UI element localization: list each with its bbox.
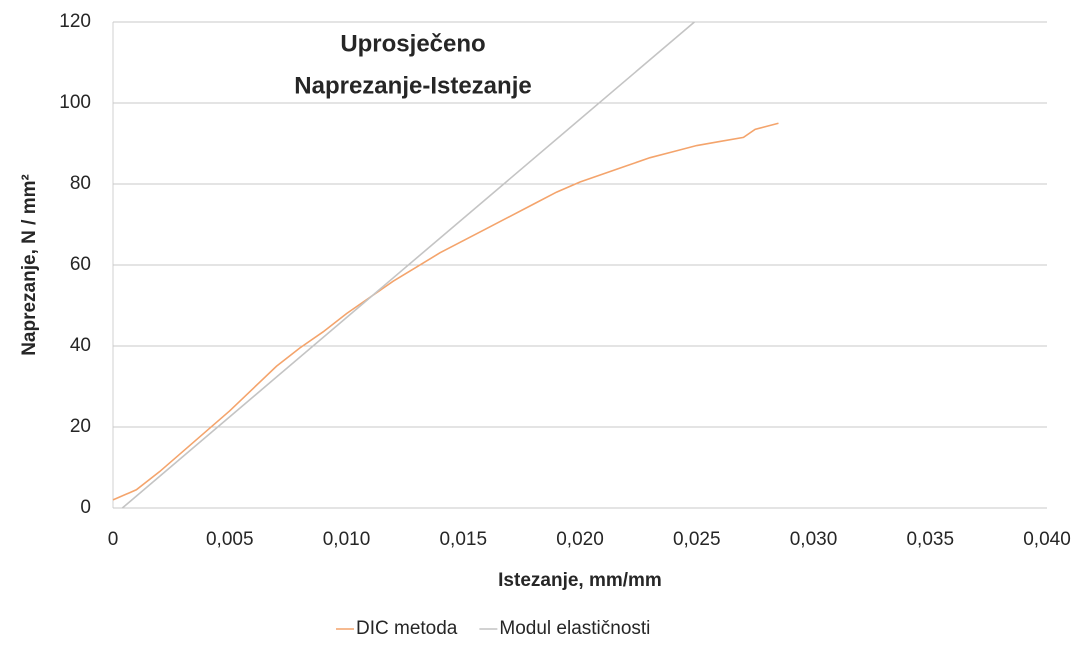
y-tick-label: 80 — [70, 173, 91, 194]
x-tick-label: 0 — [108, 529, 119, 550]
y-tick-label: 100 — [59, 92, 91, 113]
chart-title: Uprosječeno — [340, 30, 485, 57]
x-tick-label: 0,020 — [556, 529, 604, 550]
x-tick-label: 0,025 — [673, 529, 721, 550]
series-line — [112, 122, 779, 501]
y-tick-label: 40 — [70, 335, 91, 356]
x-tick-label: 0,030 — [790, 529, 838, 550]
y-tick-label: 120 — [59, 11, 91, 32]
x-tick-label: 0,005 — [206, 529, 254, 550]
legend-label: DIC metoda — [356, 618, 458, 639]
series-line — [121, 21, 695, 509]
legend-label: Modul elastičnosti — [499, 618, 650, 639]
x-tick-label: 0,015 — [439, 529, 487, 550]
x-tick-label: 0,010 — [323, 529, 371, 550]
y-tick-label: 0 — [80, 497, 91, 518]
y-axis-label: Naprezanje, N / mm² — [19, 174, 40, 356]
y-tick-label: 20 — [70, 416, 91, 437]
x-tick-label: 0,035 — [906, 529, 954, 550]
y-tick-label: 60 — [70, 254, 91, 275]
x-tick-label: 0,040 — [1023, 529, 1071, 550]
x-axis-label: Istezanje, mm/mm — [498, 570, 662, 591]
chart-title: Naprezanje-Istezanje — [294, 72, 531, 99]
